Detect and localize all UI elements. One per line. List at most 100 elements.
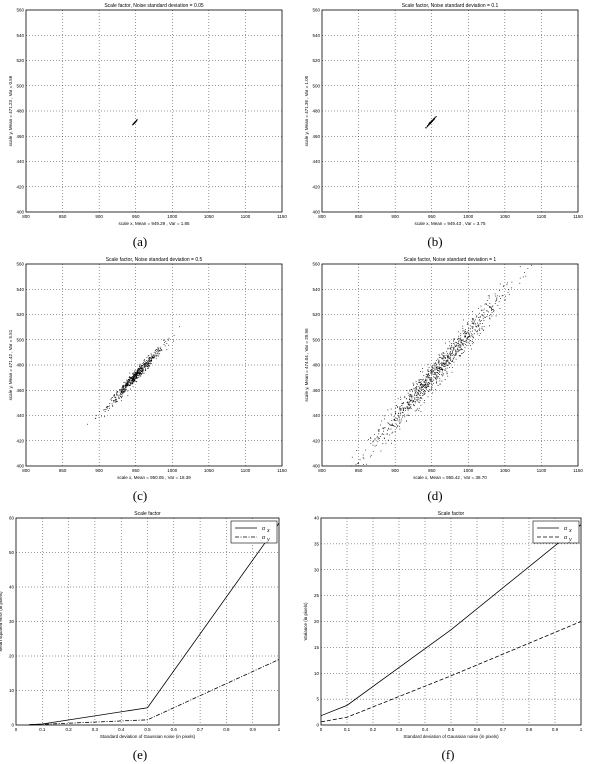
scatter-point [418, 393, 419, 394]
x-tick-label: 0 [320, 727, 323, 732]
y-tick-label: 480 [16, 363, 24, 368]
scatter-point [489, 302, 491, 304]
scatter-point [153, 354, 155, 356]
scatter-point [119, 397, 120, 399]
scatter-point [109, 403, 111, 404]
scatter-point [132, 377, 134, 379]
scatter-point [419, 385, 421, 386]
scatter-point [396, 423, 397, 425]
scatter-point [144, 363, 145, 364]
scatter-point [423, 375, 425, 376]
scatter-point [450, 355, 452, 356]
scatter-point [418, 380, 420, 382]
scatter-point [121, 396, 122, 398]
scatter-point [415, 391, 417, 393]
scatter-point [141, 371, 143, 372]
scatter-point [439, 371, 440, 373]
scatter-point [431, 383, 432, 385]
scatter-point [439, 371, 441, 373]
scatter-point [436, 377, 438, 379]
series-line-αy [320, 621, 582, 723]
x-tick-label: 1050 [500, 214, 511, 219]
scatter-point [425, 387, 426, 389]
scatter-point [454, 354, 456, 356]
scatter-point [376, 436, 378, 437]
scatter-point [467, 323, 469, 324]
scatter-point [146, 361, 147, 363]
scatter-point [472, 326, 474, 328]
y-axis-label: scale y, Mean = 471.42 , Var = 5.51 [8, 329, 13, 400]
scatter-point [149, 362, 151, 364]
scatter-point [131, 376, 133, 378]
scatter-point [434, 365, 436, 367]
scatter-point [125, 382, 127, 384]
y-tick-label: 480 [16, 109, 24, 114]
scatter-point [141, 367, 143, 369]
scatter-point [458, 339, 460, 341]
scatter-point [430, 379, 431, 381]
scatter-point [471, 343, 473, 345]
scatter-point [418, 381, 420, 383]
scatter-point [147, 367, 149, 369]
scatter-point [136, 374, 138, 375]
scatter-point [411, 389, 413, 390]
scatter-point [138, 368, 139, 370]
scatter-point [392, 425, 394, 427]
scatter-point [116, 391, 118, 392]
scatter-point [468, 336, 470, 337]
scatter-point [441, 375, 443, 377]
scatter-point [178, 326, 180, 328]
x-tick-label: 1050 [204, 214, 215, 219]
scatter-point [400, 408, 401, 410]
scatter-point [482, 314, 484, 316]
scatter-point [130, 379, 132, 381]
scatter-point [132, 123, 134, 125]
scatter-point [409, 408, 411, 409]
scatter-point [433, 118, 435, 120]
scatter-point [441, 371, 443, 373]
scatter-point [473, 342, 474, 343]
scatter-point [402, 410, 404, 412]
scatter-point [128, 381, 130, 383]
scatter-point [467, 337, 468, 339]
scatter-point [462, 327, 464, 329]
scatter-point [358, 462, 359, 464]
scatter-point [471, 323, 473, 324]
scatter-point [116, 400, 118, 402]
scatter-point [484, 303, 486, 305]
scatter-point [391, 420, 393, 421]
scatter-point [399, 408, 401, 410]
scatter-point [416, 386, 418, 388]
scatter-point [435, 116, 437, 118]
scatter-point [130, 381, 132, 383]
scatter-point [443, 353, 445, 355]
scatter-point [447, 365, 449, 366]
scatter-point [438, 370, 440, 372]
scatter-point [472, 337, 474, 339]
legend-label-subscript: y [568, 537, 572, 543]
scatter-point [167, 339, 169, 341]
scatter-point [126, 390, 128, 392]
scatter-point [407, 409, 409, 411]
scatter-point [442, 357, 444, 359]
scatter-point [425, 390, 426, 392]
scatter-point [469, 340, 471, 342]
scatter-point [441, 367, 443, 369]
scatter-point [133, 122, 135, 124]
scatter-point [437, 358, 439, 360]
scatter-point [481, 309, 482, 311]
scatter-point [87, 423, 89, 425]
scatter-point [409, 403, 410, 405]
scatter-point [425, 376, 427, 378]
scatter-point [455, 346, 457, 347]
scatter-point [396, 418, 398, 419]
scatter-point [143, 360, 145, 362]
scatter-point [460, 348, 461, 350]
scatter-point [125, 389, 127, 391]
scatter-point [432, 392, 433, 394]
y-tick-label: 500 [16, 83, 24, 88]
scatter-point [116, 400, 118, 402]
scatter-point [114, 400, 116, 401]
scatter-point [126, 379, 128, 381]
scatter-point [149, 358, 151, 360]
